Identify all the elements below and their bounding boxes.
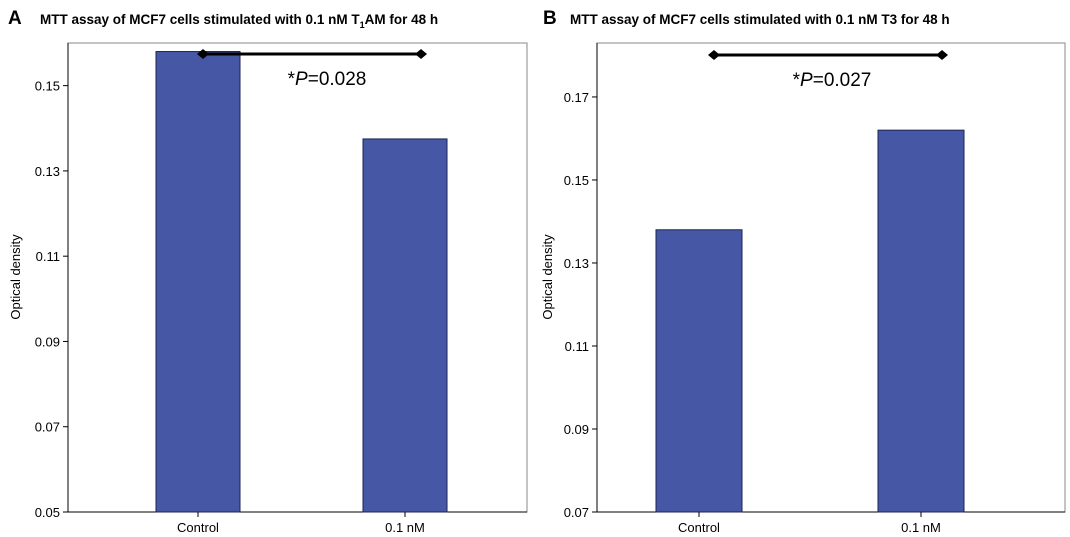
- chart-title-main: MTT assay of MCF7 cells stimulated with …: [40, 12, 360, 27]
- x-ticks: Control 0.1 nM: [678, 512, 941, 535]
- x-tick-label-1: 0.1 nM: [385, 520, 425, 535]
- bracket-left-end: [708, 50, 720, 60]
- p-value: =0.027: [813, 70, 872, 91]
- y-tick-label-5: 0.15: [35, 79, 60, 94]
- bar-0: [155, 51, 241, 513]
- p-symbol: P: [295, 69, 308, 90]
- y-tick-label-4: 0.15: [564, 173, 589, 188]
- y-ticks: 0.07 0.09 0.11 0.13 0.15 0.17: [564, 90, 597, 520]
- chart-panel-a: A MTT assay of MCF7 cells stimulated wit…: [8, 8, 528, 535]
- bars: [155, 51, 448, 513]
- chart-b-svg: B MTT assay of MCF7 cells stimulated wit…: [540, 8, 1066, 535]
- y-tick-label-1: 0.07: [35, 420, 60, 435]
- chart-title-main: MTT assay of MCF7 cells stimulated with …: [570, 12, 950, 27]
- p-value: =0.028: [308, 69, 367, 90]
- bar-1: [877, 129, 965, 513]
- chart-title: MTT assay of MCF7 cells stimulated with …: [40, 12, 438, 30]
- bar-0: [655, 229, 743, 513]
- bracket-left-end: [197, 49, 209, 59]
- p-value-annotation: *P=0.027: [793, 70, 872, 91]
- p-value-annotation: *P=0.028: [288, 69, 367, 90]
- y-tick-label-0: 0.07: [564, 505, 589, 520]
- y-tick-label-4: 0.13: [35, 164, 60, 179]
- plot-frame: [67, 42, 528, 513]
- panel-letter: A: [8, 8, 22, 29]
- significance-bracket: *P=0.027: [708, 50, 948, 91]
- y-tick-label-5: 0.17: [564, 90, 589, 105]
- y-tick-label-1: 0.09: [564, 422, 589, 437]
- y-ticks: 0.05 0.07 0.09 0.11 0.13 0.15: [35, 79, 68, 520]
- p-star: *: [288, 69, 296, 90]
- y-tick-label-2: 0.09: [35, 334, 60, 349]
- chart-title-suffix: AM for 48 h: [365, 12, 439, 27]
- x-tick-label-0: Control: [678, 520, 720, 535]
- y-tick-label-3: 0.11: [36, 249, 60, 264]
- y-tick-label-2: 0.11: [565, 339, 589, 354]
- p-star: *: [793, 70, 801, 91]
- x-ticks: Control 0.1 nM: [177, 512, 425, 535]
- y-tick-label-0: 0.05: [35, 505, 60, 520]
- x-tick-label-1: 0.1 nM: [901, 520, 941, 535]
- bracket-right-end: [936, 50, 948, 60]
- chart-title-subscript: 1: [360, 20, 365, 30]
- y-axis-label: Optical density: [8, 234, 23, 320]
- chart-panel-b: B MTT assay of MCF7 cells stimulated wit…: [535, 0, 1070, 537]
- y-axis-label: Optical density: [540, 234, 555, 320]
- x-tick-label-0: Control: [177, 520, 219, 535]
- significance-bracket: *P=0.028: [197, 49, 427, 90]
- chart-a-svg: A MTT assay of MCF7 cells stimulated wit…: [8, 8, 528, 535]
- chart-title: MTT assay of MCF7 cells stimulated with …: [570, 12, 950, 27]
- bracket-right-end: [415, 49, 427, 59]
- panel-letter: B: [543, 8, 557, 29]
- p-symbol: P: [800, 70, 813, 91]
- y-tick-label-3: 0.13: [564, 256, 589, 271]
- bar-1: [362, 138, 448, 513]
- bars: [655, 129, 965, 513]
